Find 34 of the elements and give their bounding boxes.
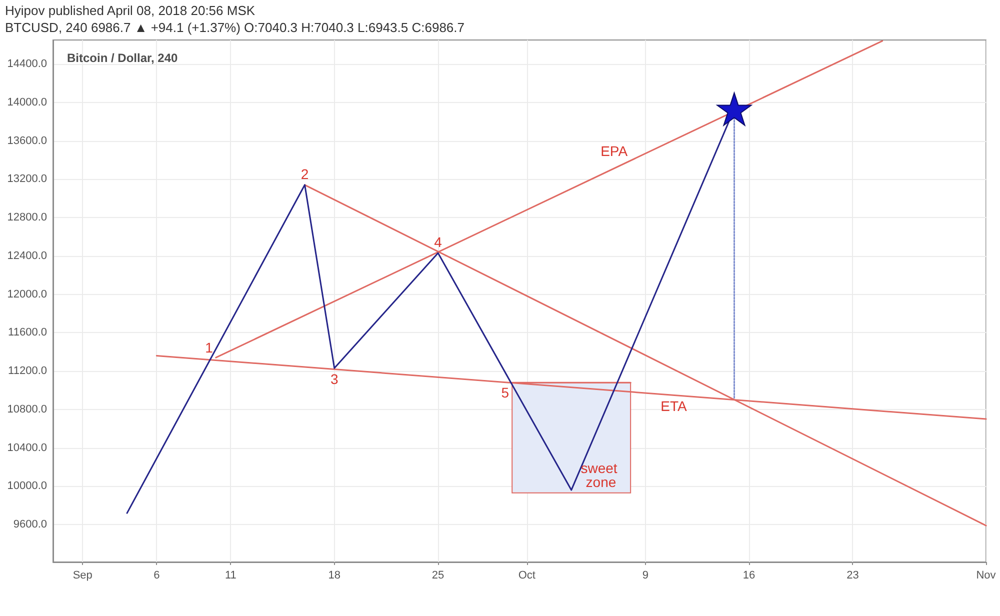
x-tick-label: 16: [742, 570, 756, 582]
text: Hyipov published April 08, 2018 20:56 MSK: [5, 3, 256, 18]
annotation: sweet zone: [580, 460, 622, 490]
annotation: ETA: [660, 398, 688, 414]
x-tick-label: Sep: [72, 570, 92, 582]
text: Bitcoin / Dollar, 240: [67, 51, 178, 65]
y-tick-label: 9600.0: [13, 518, 47, 531]
x-tick-label: 23: [846, 570, 859, 582]
y-tick-label: 12400.0: [7, 250, 47, 262]
x-tick-label: 9: [642, 570, 648, 582]
x-tick-label: 11: [225, 570, 236, 582]
annotation: 4: [434, 234, 442, 250]
x-tick-label: 18: [328, 570, 341, 582]
annotation: 1: [205, 340, 214, 356]
y-tick-label: 11200.0: [8, 365, 47, 378]
y-tick-label: 12000.0: [7, 288, 47, 300]
annotation: 5: [501, 384, 510, 401]
y-tick-label: 12800.0: [7, 212, 47, 224]
x-tick-label: 6: [154, 570, 160, 582]
x-tick-label: 25: [432, 570, 444, 582]
y-tick-label: 10800.0: [7, 403, 47, 416]
text: BTCUSD, 240 6986.7 ▲ +94.1 (+1.37%) O:7040.3 H:7040.3 L:6943.5 C:6986.7: [5, 20, 465, 35]
annotation: EPA: [600, 142, 628, 159]
y-tick-label: 13600.0: [7, 134, 47, 147]
y-tick-label: 14000.0: [7, 96, 47, 108]
y-tick-label: 11600.0: [8, 326, 47, 339]
y-tick-label: 10000.0: [7, 480, 47, 492]
annotation: 2: [300, 166, 309, 182]
y-tick-label: 14400.0: [7, 58, 47, 70]
y-tick-label: 10400.0: [7, 442, 47, 454]
x-tick-label: Nov: [976, 570, 996, 582]
y-tick-label: 13200.0: [7, 173, 47, 186]
annotation: 3: [330, 371, 338, 388]
x-tick-label: Oct: [518, 570, 536, 582]
